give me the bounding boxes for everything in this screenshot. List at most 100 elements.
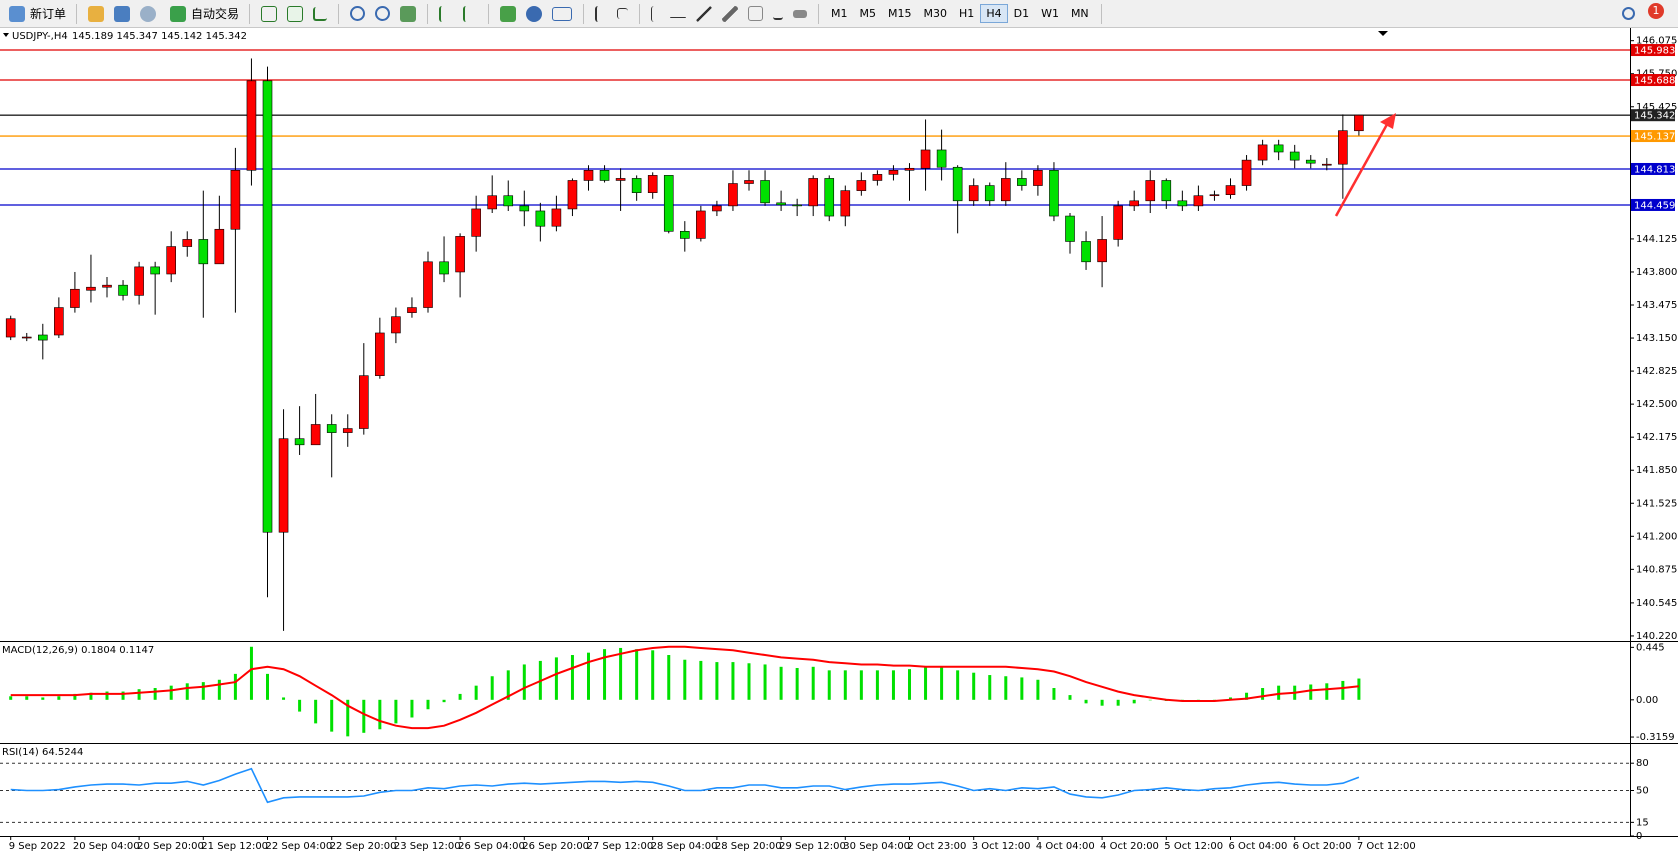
price-level-label: 144.459	[1634, 200, 1675, 211]
x-tick-label: 26 Sep 20:00	[522, 841, 589, 852]
macd-bar	[972, 672, 976, 700]
icon[interactable]	[313, 6, 328, 21]
candle-body	[471, 208, 481, 237]
candle-body	[1338, 130, 1348, 165]
timeframe-button[interactable]: H4	[980, 4, 1008, 23]
y-tick-label: 146.075	[1636, 36, 1677, 47]
x-tick-label: 4 Oct 20:00	[1100, 841, 1159, 852]
timeframe-button[interactable]: M1	[831, 7, 848, 20]
candle-body	[920, 149, 931, 169]
macd-bar	[105, 691, 109, 700]
macd-bar	[956, 670, 960, 700]
notification-badge[interactable]: 1	[1648, 3, 1664, 19]
auto-trading-button[interactable]: 自动交易	[161, 3, 243, 25]
timeframe-button[interactable]: H1	[959, 7, 975, 20]
macd-bar	[1004, 676, 1008, 700]
macd-bar	[1100, 699, 1104, 706]
icon[interactable]	[261, 5, 278, 22]
icon[interactable]	[500, 5, 517, 22]
macd-bar	[522, 664, 526, 700]
timeframe-button[interactable]: W1	[1041, 7, 1059, 20]
price-level-label: 144.813	[1634, 164, 1675, 175]
candle-body	[278, 438, 289, 533]
icon[interactable]	[748, 6, 764, 21]
candle-body	[583, 170, 594, 181]
macd-bar	[715, 662, 719, 700]
timeframe-button[interactable]: D1	[1013, 7, 1030, 20]
candle-body	[230, 170, 241, 230]
macd-bar	[747, 663, 751, 700]
macd-bar	[201, 682, 205, 700]
x-tick-label: 29 Sep 12:00	[779, 841, 846, 852]
x-tick-label: 9 Sep 2022	[9, 841, 66, 852]
macd-bar	[1068, 695, 1072, 700]
x-tick-label: 2 Oct 23:00	[908, 841, 967, 852]
timeframe-button[interactable]: MN	[1070, 7, 1089, 20]
x-tick-label: 26 Sep 04:00	[458, 841, 525, 852]
x-tick-label: 22 Sep 20:00	[330, 841, 397, 852]
price-level-label: 145.342	[1634, 111, 1675, 122]
macd-bar	[1309, 684, 1313, 700]
x-tick-label: 20 Sep 20:00	[137, 841, 204, 852]
icon[interactable]	[670, 16, 687, 19]
y-tick-label: 0.445	[1636, 642, 1665, 653]
icon[interactable]	[140, 5, 157, 22]
x-tick-label: 23 Sep 12:00	[394, 841, 461, 852]
icon[interactable]	[375, 6, 391, 21]
y-tick-label: 15	[1636, 817, 1649, 828]
macd-bar	[314, 699, 318, 724]
separator	[338, 3, 340, 24]
macd-bar	[89, 692, 93, 700]
timeframe-button[interactable]: M5	[859, 7, 877, 20]
timeframe-button[interactable]: M15	[888, 7, 912, 20]
candle-body	[54, 307, 64, 336]
candle-body	[1177, 200, 1188, 207]
candle-body	[615, 178, 626, 181]
macd-bar	[169, 685, 173, 700]
candle-body	[904, 167, 915, 171]
macd-bar	[1261, 688, 1265, 700]
candle-body	[37, 334, 48, 341]
icon[interactable]	[400, 5, 417, 22]
separator	[583, 3, 585, 24]
candle-body	[102, 284, 112, 288]
macd-bar	[795, 667, 799, 700]
macd-bar	[988, 675, 992, 700]
macd-bar	[619, 647, 623, 700]
new-order-button[interactable]: 新订单	[0, 3, 70, 25]
y-tick-label: 142.175	[1636, 432, 1677, 443]
icon[interactable]	[463, 5, 477, 22]
x-tick-label: 7 Oct 12:00	[1357, 841, 1416, 852]
symbol-marker	[3, 33, 9, 37]
icon[interactable]	[439, 5, 453, 22]
shift-marker	[1378, 31, 1388, 36]
icon[interactable]	[722, 5, 739, 22]
y-tick-label: 0	[1636, 831, 1642, 842]
icon[interactable]	[552, 6, 573, 21]
x-tick-label: 28 Sep 20:00	[715, 841, 782, 852]
y-tick-label: 144.125	[1636, 234, 1677, 245]
icon[interactable]	[793, 9, 808, 18]
candle-body	[840, 190, 851, 217]
icon[interactable]	[350, 6, 366, 21]
candle-body	[294, 438, 305, 446]
icon[interactable]	[114, 5, 131, 22]
icon[interactable]	[88, 5, 105, 22]
x-tick-label: 22 Sep 04:00	[266, 841, 333, 852]
macd-bar	[346, 699, 350, 737]
icon[interactable]	[617, 8, 629, 19]
icon[interactable]	[595, 5, 607, 22]
icon[interactable]	[696, 5, 713, 22]
macd-bar	[1020, 677, 1024, 700]
icon[interactable]	[287, 5, 304, 22]
candle-body	[567, 180, 578, 210]
arrow-head	[1380, 113, 1396, 129]
search-icon[interactable]	[1622, 7, 1635, 20]
macd-bar	[426, 699, 430, 710]
indicator-title: MACD(12,26,9) 0.1804 0.1147	[2, 645, 154, 656]
ohlc-text: 145.189 145.347 145.142 145.342	[72, 31, 247, 42]
icon[interactable]	[773, 8, 784, 20]
icon[interactable]	[651, 5, 660, 22]
icon[interactable]	[526, 5, 543, 22]
timeframe-button[interactable]: M30	[923, 7, 948, 20]
